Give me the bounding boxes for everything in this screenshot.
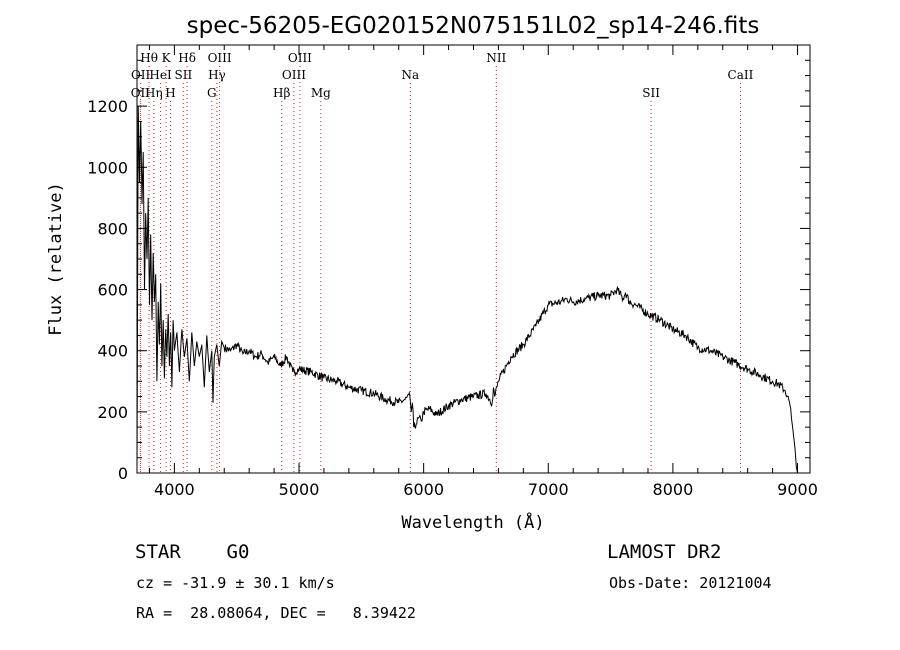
y-tick-label: 800 — [97, 219, 128, 238]
spectral-line-label: Hθ — [140, 51, 158, 65]
x-tick-label: 5000 — [279, 480, 320, 499]
y-tick-label: 600 — [97, 281, 128, 300]
spectral-line-label: Mg — [311, 86, 331, 100]
spectral-line-label: G — [207, 86, 217, 100]
plot-frame — [136, 44, 811, 474]
spectral-line-label: SII — [175, 68, 193, 82]
spectral-line-label: K — [162, 51, 172, 65]
x-tick-label: 8000 — [653, 480, 694, 499]
spectral-line-label: HeI — [149, 68, 172, 82]
x-tick-label: 4000 — [154, 480, 195, 499]
object-class: STAR G0 — [135, 541, 250, 563]
y-tick-label: 1200 — [87, 97, 128, 116]
redshift-cz: cz = -31.9 ± 30.1 km/s — [136, 574, 335, 592]
obs-date: Obs-Date: 20121004 — [609, 574, 772, 592]
y-tick-label: 200 — [97, 403, 128, 422]
y-tick-label: 0 — [118, 464, 128, 483]
spectral-line-label: CaII — [728, 68, 754, 82]
spectral-line-label: Hη — [145, 86, 163, 100]
spectral-line-label: Hγ — [208, 68, 226, 82]
axis-ticks: 4000 5000 6000 7000 8000 9000 0 200 400 600 800 100… — [87, 45, 818, 499]
y-tick-label: 400 — [97, 342, 128, 361]
spectral-line-label: Na — [401, 68, 419, 82]
spectral-line-label: H — [165, 86, 175, 100]
spectral-line-label: OIII — [208, 51, 232, 65]
spectral-line-label: OII — [131, 86, 151, 100]
y-tick-label: 1000 — [87, 158, 128, 177]
survey-name: LAMOST DR2 — [607, 541, 722, 563]
spectral-line-label: SII — [642, 86, 660, 100]
ra-dec: RA = 28.08064, DEC = 8.39422 — [136, 604, 416, 622]
x-axis-label: Wavelength (Å) — [401, 511, 544, 533]
x-tick-label: 9000 — [777, 480, 818, 499]
spectral-line-label: OIII — [282, 68, 306, 82]
spectrum-series-line — [136, 106, 798, 474]
spectral-line-label: OII — [131, 68, 151, 82]
spectral-line-label: OIII — [288, 51, 312, 65]
spectral-line-markers: OIIOIIHθHηHeIKHSIIHδGHγOIIIHβOIIIOIIIMgN… — [131, 51, 754, 473]
x-tick-label: 7000 — [528, 480, 569, 499]
spectral-line-label: Hβ — [273, 86, 290, 100]
spectral-line-label: Hδ — [178, 51, 196, 65]
spectral-line-label: NII — [486, 51, 506, 65]
chart-title: spec-56205-EG020152N075151L02_sp14-246.f… — [187, 13, 760, 39]
y-axis-label: Flux (relative) — [46, 182, 66, 336]
x-tick-label: 6000 — [403, 480, 444, 499]
